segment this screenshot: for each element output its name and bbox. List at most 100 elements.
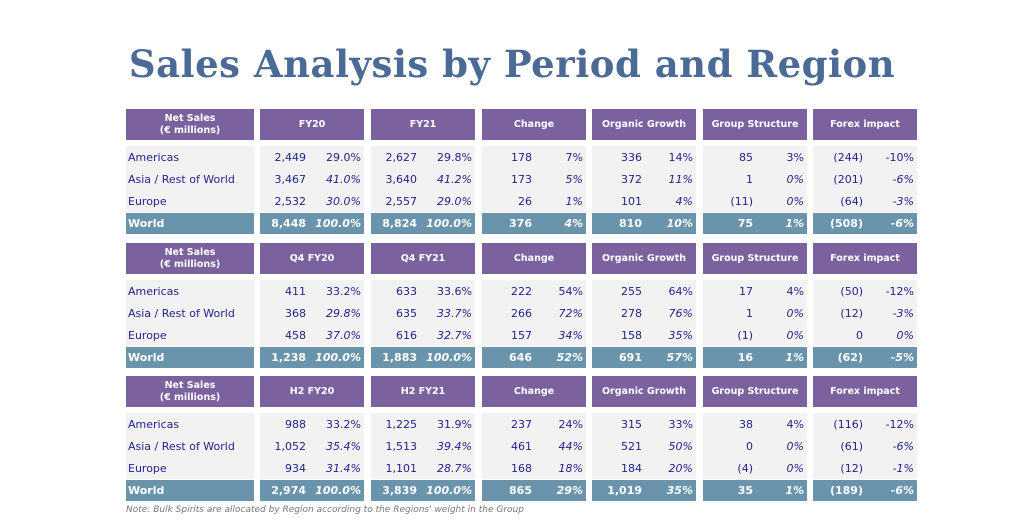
row-label: Europe bbox=[128, 194, 167, 208]
value: 2,532 bbox=[274, 194, 307, 208]
value: 988 bbox=[285, 417, 306, 431]
table-cell: 934 31.4% bbox=[260, 457, 364, 479]
table-cell: 237 24% bbox=[482, 413, 586, 435]
percent: 54% bbox=[558, 284, 583, 298]
value: 157 bbox=[511, 328, 532, 342]
world-row-cell: 1,019 35% bbox=[592, 480, 696, 501]
column-body bbox=[126, 413, 254, 479]
percent: 41.0% bbox=[326, 172, 361, 186]
table-cell: 1,513 39.4% bbox=[371, 435, 475, 457]
value: 255 bbox=[621, 284, 642, 298]
percent: 100.0% bbox=[426, 217, 472, 230]
world-row-cell: World bbox=[126, 480, 254, 501]
percent: 52% bbox=[556, 351, 583, 364]
table-cell: Americas bbox=[126, 146, 254, 168]
value: 3,467 bbox=[274, 172, 307, 186]
table-cell: 255 64% bbox=[592, 280, 696, 302]
column-body bbox=[260, 413, 364, 479]
percent: 100.0% bbox=[426, 484, 472, 497]
world-row-cell: (508) -6% bbox=[813, 213, 917, 234]
world-row-cell: (62) -5% bbox=[813, 347, 917, 368]
percent: 24% bbox=[558, 417, 583, 431]
page-title: Sales Analysis by Period and Region bbox=[128, 42, 896, 86]
value: 35 bbox=[737, 484, 753, 497]
column-body bbox=[592, 413, 696, 479]
percent: 50% bbox=[668, 439, 693, 453]
column-header: Q4 FY21 bbox=[371, 243, 475, 274]
percent: 11% bbox=[668, 172, 693, 186]
table-cell: 0 0% bbox=[703, 435, 807, 457]
table-cell: 184 20% bbox=[592, 457, 696, 479]
column-header: Net Sales (€ millions) bbox=[126, 376, 254, 407]
percent: 41.2% bbox=[437, 172, 472, 186]
percent: 0% bbox=[786, 439, 804, 453]
percent: 35% bbox=[666, 484, 693, 497]
table-cell: 0 0% bbox=[813, 324, 917, 346]
value: 1,019 bbox=[607, 484, 642, 497]
table-cell: 17 4% bbox=[703, 280, 807, 302]
value: 3,640 bbox=[385, 172, 418, 186]
value: 1 bbox=[746, 306, 753, 320]
column-header: Forex impact bbox=[813, 376, 917, 407]
column-body bbox=[371, 280, 475, 346]
column-body bbox=[126, 280, 254, 346]
column-body bbox=[592, 280, 696, 346]
table-cell: (12) -3% bbox=[813, 302, 917, 324]
column-header: Group Structure bbox=[703, 109, 807, 140]
row-label: Asia / Rest of World bbox=[128, 439, 235, 453]
footnote: Note: Bulk Spirits are allocated by Regi… bbox=[126, 505, 524, 515]
world-row-cell: 810 10% bbox=[592, 213, 696, 234]
value: (12) bbox=[840, 306, 863, 320]
table-cell: (61) -6% bbox=[813, 435, 917, 457]
value: 865 bbox=[509, 484, 532, 497]
table-cell: 3,640 41.2% bbox=[371, 168, 475, 190]
value: 222 bbox=[511, 284, 532, 298]
table-cell: 1 0% bbox=[703, 302, 807, 324]
value: 646 bbox=[509, 351, 532, 364]
table-cell: 372 11% bbox=[592, 168, 696, 190]
row-label: Asia / Rest of World bbox=[128, 172, 235, 186]
table-cell: Europe bbox=[126, 457, 254, 479]
column-header: Net Sales (€ millions) bbox=[126, 243, 254, 274]
table-cell: Europe bbox=[126, 324, 254, 346]
value: 810 bbox=[619, 217, 642, 230]
value: 168 bbox=[511, 461, 532, 475]
percent: 28.7% bbox=[437, 461, 472, 475]
table-section: Net Sales (€ millions) H2 FY20 H2 FY21 Chan… bbox=[126, 376, 918, 502]
table-cell: 988 33.2% bbox=[260, 413, 364, 435]
percent: 100.0% bbox=[426, 351, 472, 364]
percent: 64% bbox=[668, 284, 693, 298]
table-cell: 3,467 41.0% bbox=[260, 168, 364, 190]
percent: 1% bbox=[785, 484, 804, 497]
percent: 33.2% bbox=[326, 417, 361, 431]
value: 75 bbox=[737, 217, 753, 230]
percent: 39.4% bbox=[437, 439, 472, 453]
column-body bbox=[482, 413, 586, 479]
table-cell: Asia / Rest of World bbox=[126, 302, 254, 324]
table-cell: (1) 0% bbox=[703, 324, 807, 346]
table-cell: 222 54% bbox=[482, 280, 586, 302]
percent: 33.6% bbox=[437, 284, 472, 298]
percent: 4% bbox=[786, 284, 804, 298]
value: 1,225 bbox=[385, 417, 418, 431]
percent: 29.8% bbox=[326, 306, 361, 320]
value: 8,448 bbox=[271, 217, 306, 230]
percent: 30.0% bbox=[326, 194, 361, 208]
percent: 18% bbox=[558, 461, 583, 475]
value: (50) bbox=[840, 284, 863, 298]
percent: -3% bbox=[892, 194, 914, 208]
table-cell: 411 33.2% bbox=[260, 280, 364, 302]
table-cell: (12) -1% bbox=[813, 457, 917, 479]
table-cell: Americas bbox=[126, 413, 254, 435]
percent: -6% bbox=[892, 172, 914, 186]
value: (64) bbox=[840, 194, 863, 208]
percent: -5% bbox=[890, 351, 914, 364]
percent: 0% bbox=[786, 461, 804, 475]
row-label: Americas bbox=[128, 150, 180, 164]
table-cell: 368 29.8% bbox=[260, 302, 364, 324]
table-cell: Americas bbox=[126, 280, 254, 302]
value: 2,627 bbox=[385, 150, 418, 164]
percent: 37.0% bbox=[326, 328, 361, 342]
table-cell: Europe bbox=[126, 190, 254, 212]
column-body bbox=[260, 280, 364, 346]
